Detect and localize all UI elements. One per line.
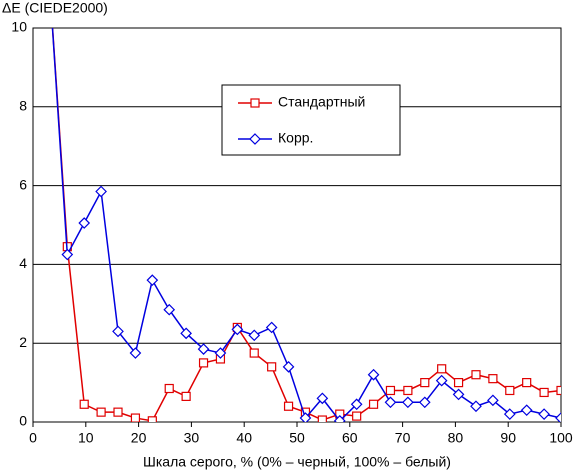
marker (435, 374, 448, 387)
marker (384, 396, 397, 409)
marker (471, 370, 481, 380)
x-tick-label: 0 (29, 430, 37, 446)
marker (197, 343, 210, 355)
marker (231, 323, 244, 336)
marker (402, 396, 414, 409)
marker (352, 411, 362, 421)
marker (79, 399, 89, 409)
marker (385, 385, 396, 396)
legend-label: Корр. (278, 130, 313, 146)
marker (299, 412, 312, 422)
marker (317, 415, 327, 422)
marker (181, 391, 191, 401)
marker (248, 329, 261, 342)
marker (198, 358, 209, 368)
marker (249, 133, 261, 145)
x-tick-label: 40 (236, 430, 252, 446)
marker (368, 399, 379, 409)
marker (112, 325, 124, 338)
marker (129, 347, 142, 359)
x-tick-label: 30 (184, 430, 200, 446)
marker (538, 408, 550, 420)
marker (180, 327, 192, 340)
marker (522, 378, 532, 388)
y-tick-label: 0 (19, 413, 27, 429)
x-tick-label: 70 (395, 430, 411, 446)
marker (78, 217, 91, 229)
series-line (51, 28, 561, 422)
y-tick-label: 10 (11, 19, 27, 35)
marker (418, 396, 431, 409)
x-tick-label: 90 (500, 430, 516, 446)
plot-area (51, 28, 561, 422)
marker (437, 364, 447, 374)
marker (555, 412, 561, 422)
marker (333, 414, 346, 422)
marker (420, 378, 430, 388)
x-tick-label: 60 (342, 430, 358, 446)
legend-box (221, 84, 401, 156)
marker (214, 347, 227, 359)
marker (350, 398, 363, 411)
y-axis-label: ΔE (CIEDE2000) (2, 0, 108, 16)
marker (164, 383, 174, 394)
marker (250, 98, 260, 108)
legend-label: Стандартный (278, 94, 365, 110)
marker (488, 374, 498, 384)
marker (267, 362, 277, 372)
plot-border (32, 27, 562, 423)
y-tick-label: 6 (19, 176, 27, 192)
y-tick-label: 4 (19, 255, 27, 271)
marker (61, 248, 74, 261)
x-tick-label: 100 (549, 430, 573, 446)
marker (147, 416, 157, 422)
marker (163, 303, 176, 316)
marker (520, 404, 533, 417)
marker (249, 348, 259, 358)
y-tick-label: 2 (19, 334, 27, 350)
marker (146, 274, 159, 287)
x-axis-label: Шкала серого, % (0% – черный, 100% – бел… (143, 454, 451, 470)
y-tick-label: 8 (19, 98, 27, 114)
marker (403, 385, 413, 396)
marker (470, 400, 482, 413)
marker (283, 401, 294, 411)
x-tick-label: 20 (131, 430, 147, 446)
marker (505, 385, 515, 396)
marker (316, 392, 329, 405)
marker (367, 368, 380, 381)
marker (487, 394, 499, 407)
marker (95, 185, 107, 198)
marker (130, 413, 141, 422)
x-tick-label: 10 (78, 430, 94, 446)
marker (265, 321, 278, 334)
marker (453, 378, 464, 388)
x-tick-label: 50 (289, 430, 305, 446)
series-line (51, 28, 561, 422)
x-tick-label: 80 (448, 430, 464, 446)
marker (113, 407, 123, 417)
marker (503, 408, 516, 420)
marker (539, 387, 549, 398)
marker (556, 385, 561, 396)
marker (282, 360, 295, 373)
marker (452, 388, 465, 401)
marker (96, 407, 106, 417)
